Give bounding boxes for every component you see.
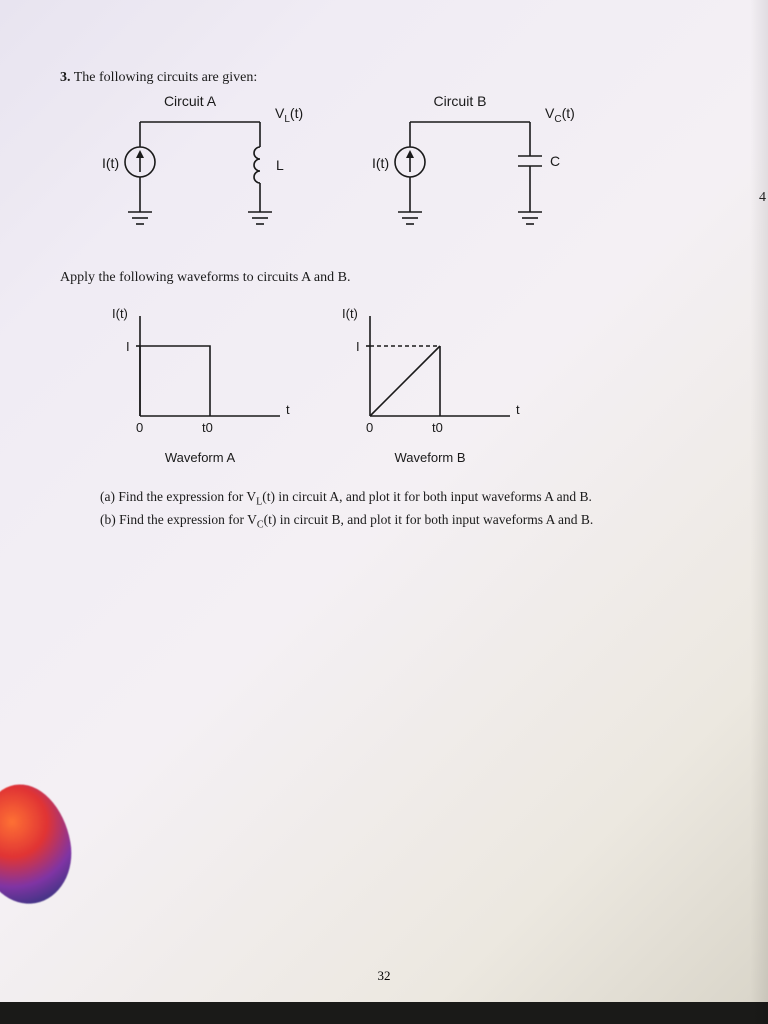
part-a-text-1: Find the expression for V (118, 489, 256, 504)
waveforms-row: I(t) I 0 t0 t Waveform A (100, 296, 700, 465)
svg-text:I: I (356, 339, 360, 354)
circuit-a: Circuit A VL(t) (80, 92, 330, 252)
part-a: (a) Find the expression for VL(t) in cir… (100, 487, 700, 510)
apply-text: Apply the following waveforms to circuit… (60, 270, 700, 286)
question-number: 3. (60, 70, 71, 85)
page-content: 3. The following circuits are given: Cir… (60, 70, 700, 533)
waveform-b-caption: Waveform B (330, 450, 530, 465)
part-a-text-2: (t) in circuit A, and plot it for both i… (262, 489, 592, 504)
svg-text:I(t): I(t) (102, 155, 119, 171)
svg-text:0: 0 (136, 420, 143, 435)
circuits-row: Circuit A VL(t) (80, 92, 700, 252)
right-edge (750, 0, 768, 1024)
part-b-sub: C (257, 520, 264, 531)
waveform-a-caption: Waveform A (100, 450, 300, 465)
part-b-text-1: Find the expression for V (119, 512, 257, 527)
svg-text:0: 0 (366, 420, 373, 435)
svg-text:I(t): I(t) (342, 306, 358, 321)
svg-text:I: I (126, 339, 130, 354)
waveform-a: I(t) I 0 t0 t Waveform A (100, 296, 300, 465)
question-line: 3. The following circuits are given: (60, 70, 700, 86)
svg-text:t: t (286, 402, 290, 417)
waveform-a-svg: I(t) I 0 t0 t (100, 296, 300, 446)
svg-text:t0: t0 (432, 420, 443, 435)
svg-text:VL(t): VL(t) (275, 105, 303, 125)
circuit-b-svg: Circuit B VC(t) I(t) (350, 92, 600, 252)
waveform-b: I(t) I 0 t0 t Waveform B (330, 296, 530, 465)
bottom-edge (0, 1002, 768, 1024)
svg-text:L: L (276, 157, 284, 173)
part-b: (b) Find the expression for VC(t) in cir… (100, 510, 700, 533)
circuit-a-svg: Circuit A VL(t) (80, 92, 330, 252)
page-number: 32 (0, 968, 768, 984)
svg-text:t0: t0 (202, 420, 213, 435)
circuit-b: Circuit B VC(t) I(t) (350, 92, 600, 252)
svg-text:I(t): I(t) (372, 155, 389, 171)
part-b-label: (b) (100, 512, 116, 527)
part-a-label: (a) (100, 489, 115, 504)
svg-text:I(t): I(t) (112, 306, 128, 321)
svg-text:Circuit B: Circuit B (434, 93, 487, 109)
svg-text:Circuit A: Circuit A (164, 93, 217, 109)
scan-artifact (0, 777, 80, 911)
question-prompt: The following circuits are given: (74, 70, 258, 85)
svg-text:t: t (516, 402, 520, 417)
part-b-text-2: (t) in circuit B, and plot it for both i… (264, 512, 594, 527)
svg-text:VC(t): VC(t) (545, 105, 575, 125)
question-parts: (a) Find the expression for VL(t) in cir… (100, 487, 700, 533)
svg-text:C: C (550, 153, 560, 169)
waveform-b-svg: I(t) I 0 t0 t (330, 296, 530, 446)
